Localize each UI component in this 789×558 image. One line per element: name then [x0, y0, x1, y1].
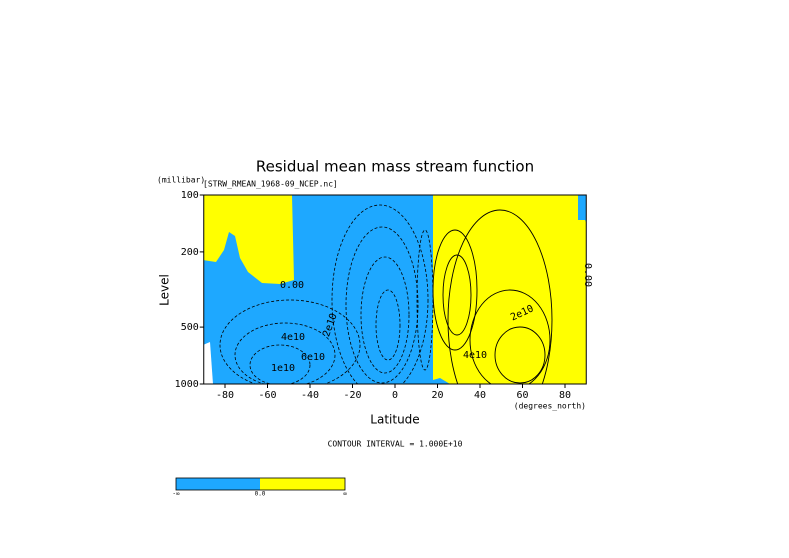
- contour-label: 0.00: [280, 280, 304, 291]
- contour-line: [442, 254, 472, 336]
- y-unit: (millibar): [157, 176, 205, 185]
- x-tick-label: 40: [474, 390, 486, 401]
- y-tick-label: 1000: [175, 379, 199, 390]
- x-tick-label: 80: [559, 390, 571, 401]
- x-tick-label: 20: [431, 390, 443, 401]
- contour-line: [360, 256, 410, 374]
- contour-label: 1e10: [271, 363, 295, 374]
- contour-line: [469, 289, 551, 384]
- y-tick-label: 500: [181, 322, 199, 333]
- contour-line: [375, 289, 401, 361]
- y-tick-label: 200: [181, 247, 199, 258]
- contour-line: [432, 229, 478, 351]
- colorbar-label: -∞: [172, 491, 180, 498]
- contour-line: [447, 209, 553, 384]
- contour-line: [494, 326, 546, 384]
- x-tick-label: -80: [216, 390, 234, 401]
- contour-field: [203, 195, 587, 384]
- negative-region: [578, 195, 587, 220]
- chart-title: Residual mean mass stream function: [256, 158, 534, 176]
- colorbar-frame: [175, 477, 346, 491]
- colorbar-negative: [176, 478, 260, 490]
- contour-label: 6e10: [301, 352, 325, 363]
- contour-label: 0.00: [582, 263, 593, 287]
- x-tick-label: 0: [392, 390, 398, 401]
- x-tick-label: -60: [258, 390, 276, 401]
- colorbar-positive: [260, 478, 345, 490]
- y-tick-label: 100: [181, 190, 199, 201]
- colorbar-label: ∞: [343, 491, 347, 498]
- x-unit: (degrees_north): [514, 402, 586, 411]
- contour-line: [345, 226, 419, 384]
- contour-line: [331, 204, 429, 384]
- contour-line: [219, 299, 361, 384]
- contour-line: [249, 344, 311, 384]
- x-tick-label: -20: [343, 390, 361, 401]
- positive-region: [433, 195, 586, 384]
- contour-interval: CONTOUR INTERVAL = 1.000E+10: [328, 440, 463, 449]
- subtitle: [STRW_RMEAN_1968-09_NCEP.nc]: [203, 180, 338, 189]
- missing-region: [203, 342, 213, 384]
- x-tick-label: 60: [516, 390, 528, 401]
- x-tick-label: -40: [301, 390, 319, 401]
- contour-label: 4e10: [463, 350, 487, 361]
- colorbar-label: 0.0: [255, 491, 266, 498]
- contour-label: 4e10: [281, 332, 305, 343]
- contour-line: [234, 322, 336, 384]
- y-axis-label: Level: [158, 274, 172, 306]
- positive-region: [203, 195, 294, 284]
- x-axis-label: Latitude: [370, 413, 419, 427]
